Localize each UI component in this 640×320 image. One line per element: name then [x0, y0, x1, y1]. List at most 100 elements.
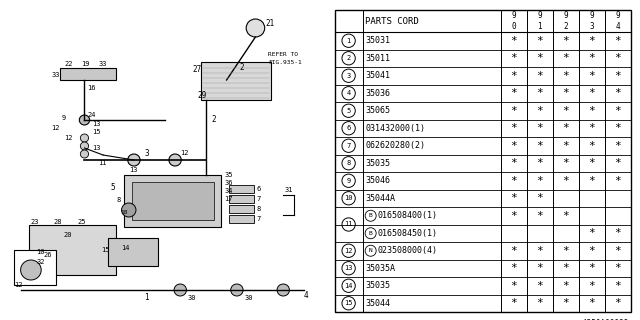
Text: *: *	[536, 71, 543, 81]
Text: 11: 11	[98, 160, 106, 166]
Text: *: *	[614, 141, 621, 151]
Text: 35041: 35041	[365, 71, 390, 80]
Text: 12: 12	[15, 282, 23, 288]
Text: 35044A: 35044A	[365, 194, 396, 203]
Text: *: *	[563, 211, 569, 221]
Text: *: *	[563, 158, 569, 168]
Text: *: *	[536, 246, 543, 256]
Text: 33: 33	[99, 61, 108, 67]
Text: *: *	[511, 141, 517, 151]
Text: 016508450(1): 016508450(1)	[378, 229, 438, 238]
Text: 3: 3	[346, 73, 351, 79]
Text: *: *	[563, 106, 569, 116]
Text: 30: 30	[244, 295, 253, 301]
Text: 32: 32	[36, 259, 45, 265]
Text: *: *	[563, 263, 569, 273]
Bar	[228, 195, 255, 203]
Text: 13: 13	[129, 167, 137, 173]
Text: *: *	[536, 263, 543, 273]
Circle shape	[122, 203, 136, 217]
Circle shape	[20, 260, 41, 280]
Bar	[201, 62, 271, 100]
Text: 9
1: 9 1	[538, 11, 542, 31]
Text: *: *	[614, 228, 621, 238]
Text: 7: 7	[346, 143, 351, 149]
Text: *: *	[563, 71, 569, 81]
Text: 13: 13	[344, 265, 353, 271]
Text: *: *	[563, 36, 569, 46]
Text: *: *	[536, 158, 543, 168]
Text: *: *	[511, 193, 517, 203]
Text: *: *	[589, 176, 595, 186]
Text: 15: 15	[101, 247, 109, 253]
Text: *: *	[511, 71, 517, 81]
Text: *: *	[511, 88, 517, 98]
Text: 35: 35	[225, 172, 233, 178]
Text: *: *	[614, 246, 621, 256]
Circle shape	[277, 284, 289, 296]
Bar	[228, 185, 255, 193]
Text: *: *	[563, 281, 569, 291]
Text: 12: 12	[64, 135, 72, 141]
Text: 8: 8	[346, 160, 351, 166]
Circle shape	[79, 115, 90, 125]
Text: *: *	[511, 158, 517, 168]
Text: 9
0: 9 0	[511, 11, 516, 31]
Text: *: *	[589, 158, 595, 168]
Text: *: *	[589, 281, 595, 291]
Text: N: N	[369, 248, 372, 253]
Circle shape	[246, 19, 265, 37]
Text: 6: 6	[346, 125, 351, 131]
Text: 4: 4	[304, 291, 308, 300]
Text: *: *	[511, 106, 517, 116]
Text: 35046: 35046	[365, 176, 390, 185]
Text: 35036: 35036	[365, 89, 390, 98]
Text: 016508400(1): 016508400(1)	[378, 211, 438, 220]
Text: 10: 10	[344, 195, 353, 201]
Text: *: *	[511, 211, 517, 221]
Text: *: *	[536, 298, 543, 308]
Text: A350A00089: A350A00089	[583, 319, 629, 320]
Circle shape	[231, 284, 243, 296]
Text: REFER TO: REFER TO	[268, 52, 298, 58]
Circle shape	[81, 134, 88, 142]
Text: *: *	[511, 281, 517, 291]
Bar	[228, 215, 255, 223]
Text: 29: 29	[198, 91, 207, 100]
Text: *: *	[589, 298, 595, 308]
Text: *: *	[589, 141, 595, 151]
Text: *: *	[589, 53, 595, 63]
Text: 26: 26	[44, 252, 52, 258]
Text: 18: 18	[120, 210, 128, 214]
Bar	[228, 205, 255, 213]
Text: 35031: 35031	[365, 36, 390, 45]
Text: *: *	[563, 88, 569, 98]
Text: 27: 27	[193, 66, 202, 75]
Text: *: *	[614, 71, 621, 81]
Text: *: *	[589, 263, 595, 273]
Text: *: *	[563, 141, 569, 151]
Text: 33: 33	[51, 72, 60, 78]
Bar	[132, 182, 214, 220]
Text: *: *	[614, 106, 621, 116]
Text: 30: 30	[188, 295, 196, 301]
Text: 28: 28	[54, 219, 62, 225]
Text: *: *	[563, 123, 569, 133]
Text: 7: 7	[257, 216, 260, 222]
Text: *: *	[614, 281, 621, 291]
Text: 062620280(2): 062620280(2)	[365, 141, 426, 150]
Bar	[29, 225, 116, 275]
Text: 5: 5	[346, 108, 351, 114]
Text: *: *	[563, 298, 569, 308]
Circle shape	[169, 154, 181, 166]
Bar	[124, 175, 221, 227]
Text: 12: 12	[344, 248, 353, 254]
Text: B: B	[369, 231, 372, 236]
Text: 15: 15	[344, 300, 353, 306]
Text: *: *	[536, 88, 543, 98]
Bar	[15, 250, 56, 285]
Text: *: *	[536, 211, 543, 221]
Text: 1: 1	[346, 38, 351, 44]
Text: *: *	[563, 176, 569, 186]
Text: 14: 14	[122, 245, 130, 251]
